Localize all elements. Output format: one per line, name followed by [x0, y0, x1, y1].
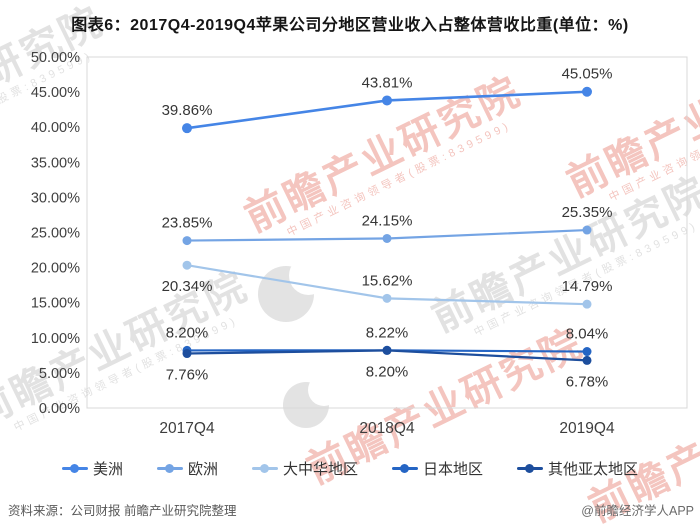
data-point: [182, 123, 192, 134]
data-label: 8.22%: [366, 324, 409, 341]
data-point: [382, 95, 392, 106]
data-label: 15.62%: [362, 272, 413, 289]
data-label: 8.20%: [166, 324, 209, 341]
data-point: [182, 349, 192, 359]
data-label: 24.15%: [362, 212, 413, 229]
legend-label: 大中华地区: [282, 461, 358, 478]
source-note: 资料来源：公司财报 前瞻产业研究院整理: [8, 504, 237, 518]
data-label: 8.20%: [366, 363, 409, 380]
data-point: [582, 355, 592, 365]
legend-item-3: 日本地区: [392, 458, 483, 479]
x-axis-label: 2019Q4: [559, 420, 615, 437]
legend-marker-icon: [517, 464, 544, 473]
y-tick-label: 40.00%: [31, 120, 80, 136]
data-point: [582, 347, 592, 357]
legend-item-4: 其他亚太地区: [517, 458, 638, 479]
legend-marker-icon: [61, 464, 88, 473]
y-tick-label: 20.00%: [31, 261, 80, 277]
y-tick-label: 5.00%: [39, 366, 80, 382]
data-label: 20.34%: [162, 278, 213, 295]
y-tick-label: 30.00%: [31, 190, 80, 206]
data-point: [182, 236, 192, 246]
legend-marker-icon: [251, 464, 278, 473]
data-point: [382, 233, 392, 243]
legend-marker-icon: [392, 464, 418, 473]
data-label: 8.04%: [566, 326, 609, 343]
data-point: [582, 225, 592, 235]
data-point: [582, 299, 592, 309]
data-label: 43.81%: [362, 74, 413, 91]
y-tick-label: 50.00%: [31, 50, 80, 66]
chart-title: 图表6：2017Q4-2019Q4苹果公司分地区营业收入占整体营收比重(单位：%…: [71, 17, 629, 34]
y-tick-label: 35.00%: [31, 155, 80, 171]
data-label: 23.85%: [162, 215, 213, 232]
data-label: 45.05%: [562, 66, 613, 83]
data-label: 14.79%: [562, 278, 613, 295]
y-tick-label: 25.00%: [31, 226, 80, 242]
legend-label: 日本地区: [423, 461, 484, 478]
watermark-logo-icon: [283, 373, 341, 428]
data-label: 25.35%: [562, 204, 613, 221]
y-tick-label: 10.00%: [31, 331, 80, 347]
legend-item-1: 欧洲: [156, 458, 218, 479]
legend-item-2: 大中华地区: [251, 458, 358, 479]
data-label: 7.76%: [166, 367, 209, 384]
data-label: 39.86%: [162, 102, 213, 119]
data-point: [182, 260, 192, 270]
y-tick-label: 15.00%: [31, 296, 80, 312]
x-axis-label: 2017Q4: [159, 420, 215, 437]
legend-label: 美洲: [92, 461, 123, 478]
credit-note: @前瞻经济学人APP: [581, 504, 694, 518]
legend-label: 其他亚太地区: [548, 461, 639, 478]
data-point: [382, 293, 392, 303]
legend-label: 欧洲: [187, 461, 218, 478]
legend-marker-icon: [156, 464, 183, 473]
y-tick-label: 0.00%: [39, 401, 80, 417]
data-label: 6.78%: [566, 373, 609, 390]
legend-item-0: 美洲: [61, 458, 123, 479]
x-axis-label: 2018Q4: [359, 420, 415, 437]
data-point: [382, 345, 392, 355]
plot-border: [86, 56, 688, 409]
data-point: [582, 86, 592, 97]
chart-legend: 美洲 欧洲 大中华地区 日本地区 其他亚太地区: [0, 458, 700, 479]
y-tick-label: 45.00%: [31, 85, 80, 101]
